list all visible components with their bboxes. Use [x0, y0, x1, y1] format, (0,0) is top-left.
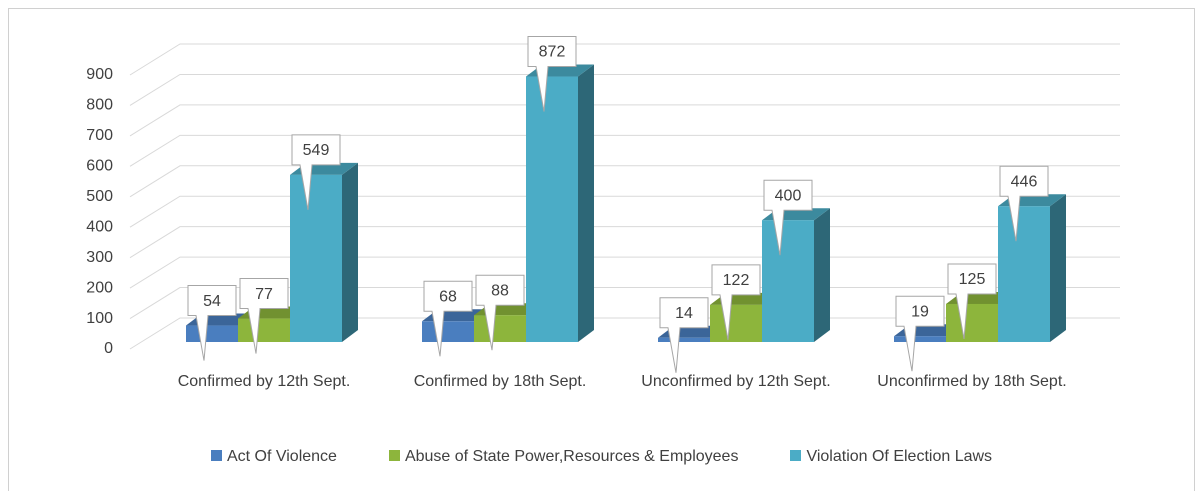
data-label: 68 — [439, 289, 457, 306]
bar-front — [710, 304, 762, 342]
y-tick-label: 100 — [86, 310, 113, 327]
grid-line — [129, 165, 1120, 198]
data-label: 54 — [203, 293, 221, 310]
grid-line — [129, 73, 1120, 106]
y-tick-label: 700 — [86, 127, 113, 144]
data-label: 872 — [539, 44, 566, 61]
data-label-box — [239, 278, 289, 354]
data-label-box — [999, 165, 1049, 242]
data-label: 122 — [723, 272, 750, 289]
data-label-box — [291, 134, 341, 210]
grid-line — [129, 226, 1120, 259]
bar-front — [186, 325, 238, 342]
bar-side — [342, 162, 358, 342]
bar — [526, 64, 594, 342]
bar-side — [1050, 194, 1066, 342]
data-label: 446 — [1011, 173, 1038, 190]
bar-front — [526, 76, 578, 342]
data-label: 400 — [775, 187, 802, 204]
y-tick-label: 500 — [86, 188, 113, 205]
bar-front — [238, 318, 290, 342]
bar-front — [422, 321, 474, 342]
grid-line — [129, 104, 1120, 137]
data-label-box — [763, 179, 813, 256]
data-label-box — [423, 280, 473, 357]
y-tick-label: 200 — [86, 279, 113, 296]
y-tick-label: 600 — [86, 158, 113, 175]
data-label-box — [895, 295, 945, 372]
legend-label: Abuse of State Power,Resources & Employe… — [404, 448, 739, 465]
x-tick-label: Unconfirmed by 18th Sept. — [877, 373, 1067, 390]
data-label: 88 — [491, 282, 509, 299]
legend: Act Of Violence Abuse of State Power,Reso… — [0, 448, 1203, 466]
bar-side — [578, 64, 594, 342]
legend-label: Violation Of Election Laws — [806, 448, 993, 465]
legend-swatch — [388, 450, 400, 461]
x-tick-label: Confirmed by 12th Sept. — [177, 373, 351, 390]
y-tick-label: 800 — [86, 97, 113, 114]
bar-front — [998, 206, 1050, 342]
bar-front — [290, 174, 342, 342]
bar — [998, 194, 1066, 342]
y-tick-label: 900 — [86, 66, 113, 83]
chart-border — [8, 8, 1195, 491]
bar-side — [814, 208, 830, 342]
legend-swatch — [210, 450, 222, 461]
legend-item: Abuse of State Power,Resources & Employe… — [388, 448, 739, 466]
bar-front — [474, 315, 526, 342]
bar — [762, 208, 830, 342]
legend-item: Violation Of Election Laws — [790, 448, 992, 466]
data-label: 77 — [255, 286, 273, 303]
data-label-box — [187, 285, 237, 361]
grid-line — [129, 43, 1120, 76]
data-label: 549 — [303, 142, 330, 159]
legend-swatch — [790, 450, 802, 461]
bar-front — [946, 303, 998, 342]
bar-front — [658, 337, 710, 342]
x-tick-label: Unconfirmed by 12th Sept. — [641, 373, 831, 390]
legend-item: Act Of Violence — [210, 448, 337, 466]
data-label-box — [947, 263, 997, 340]
data-label: 125 — [959, 271, 986, 288]
data-label-box — [475, 274, 525, 351]
y-tick-label: 0 — [104, 340, 113, 357]
bar-front — [762, 220, 814, 342]
data-label-box — [659, 297, 709, 373]
data-label-box — [527, 36, 577, 112]
grid-line — [129, 195, 1120, 228]
grid-line — [129, 134, 1120, 167]
x-tick-label: Confirmed by 18th Sept. — [413, 373, 587, 390]
bar-front — [894, 336, 946, 342]
bar — [290, 162, 358, 342]
data-label: 19 — [911, 303, 929, 320]
data-label-box — [711, 264, 761, 340]
legend-label: Act Of Violence — [226, 448, 337, 465]
y-tick-label: 400 — [86, 218, 113, 235]
y-tick-label: 300 — [86, 249, 113, 266]
data-label: 14 — [675, 305, 693, 322]
